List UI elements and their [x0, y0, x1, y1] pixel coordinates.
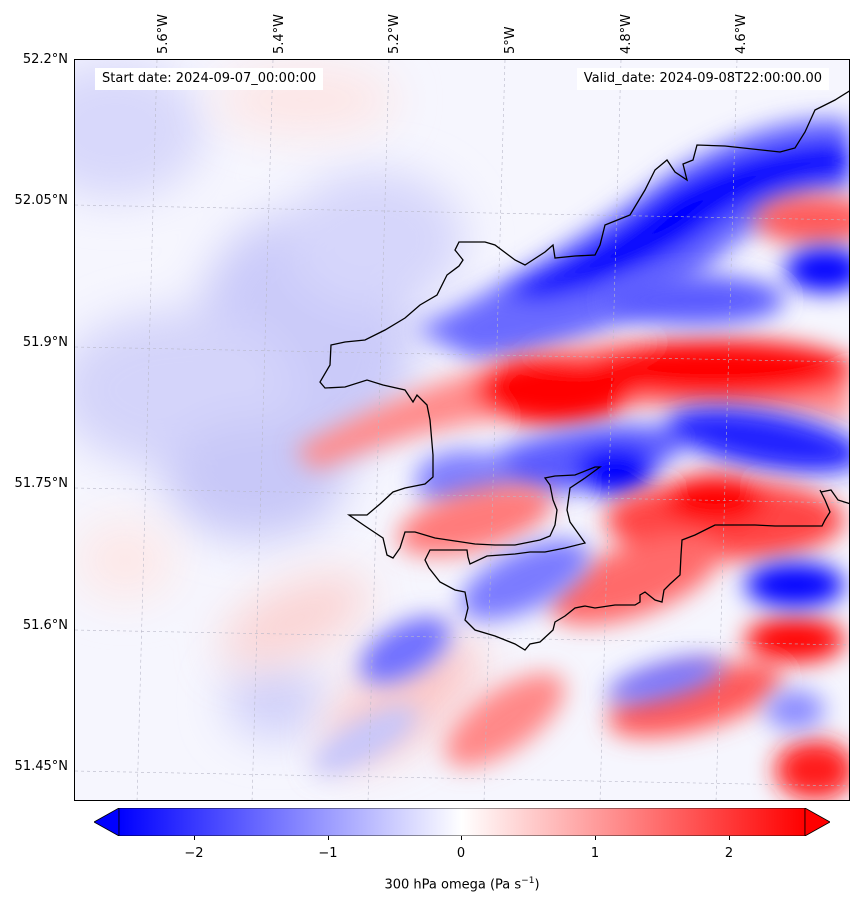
lon-label-4.8w: 4.8°W [619, 13, 634, 54]
blue-band-lower [312, 539, 845, 775]
start-date-label: Start date: 2024-09-07_00:00:00 [95, 68, 324, 90]
map-panel: Start date: 2024-09-07_00:00:00 Valid_da… [74, 59, 850, 801]
colorbar [94, 808, 830, 836]
colorbar-label: 300 hPa omega (Pa s−1) [0, 876, 859, 892]
colorbar-extend-max [804, 808, 830, 836]
lat-label-52.2n: 52.2°N [22, 52, 68, 67]
lon-label-5.6w: 5.6°W [156, 13, 171, 54]
colorbar-tick-mark-2 [729, 836, 730, 840]
colorbar-tick-1: 1 [590, 846, 600, 861]
lon-label-5w: 5°W [503, 26, 518, 54]
lat-label-51.9n: 51.9°N [22, 335, 68, 350]
lon-label-5.4w: 5.4°W [272, 13, 287, 54]
coastline [319, 90, 849, 651]
colorbar-units: (Pa s [489, 877, 522, 893]
colorbar-tick-2: 2 [724, 846, 734, 861]
colorbar-units-exp: −1 [521, 876, 535, 886]
colorbar-variable: 300 hPa omega [384, 877, 486, 893]
colorbar-tick-neg2: −2 [184, 846, 204, 861]
colorbar-tick-mark-1 [595, 836, 596, 840]
red-band-middle [295, 195, 849, 470]
colorbar-extend-min [94, 808, 120, 836]
valid-date-label: Valid_date: 2024-09-08T22:00:00.00 [576, 68, 829, 90]
light-blue-west-field [75, 60, 465, 740]
omega-field-map [75, 60, 849, 800]
lon-label-4.6w: 4.6°W [734, 13, 749, 54]
colorbar-tick-mark-neg1 [328, 836, 329, 840]
colorbar-tick-0: 0 [456, 846, 466, 861]
gridlines [75, 60, 849, 800]
blue-band-north [415, 118, 849, 360]
lat-label-51.6n: 51.6°N [22, 618, 68, 633]
lat-label-51.45n: 51.45°N [14, 759, 68, 774]
colorbar-gradient [118, 808, 806, 836]
lon-label-5.2w: 5.2°W [387, 13, 402, 54]
lat-label-51.75n: 51.75°N [14, 476, 68, 491]
colorbar-tick-neg1: −1 [318, 846, 338, 861]
colorbar-tick-mark-0 [461, 836, 462, 840]
colorbar-tick-mark-neg2 [194, 836, 195, 840]
lat-label-52.05n: 52.05°N [14, 193, 68, 208]
colorbar-units-close: ) [534, 877, 540, 893]
